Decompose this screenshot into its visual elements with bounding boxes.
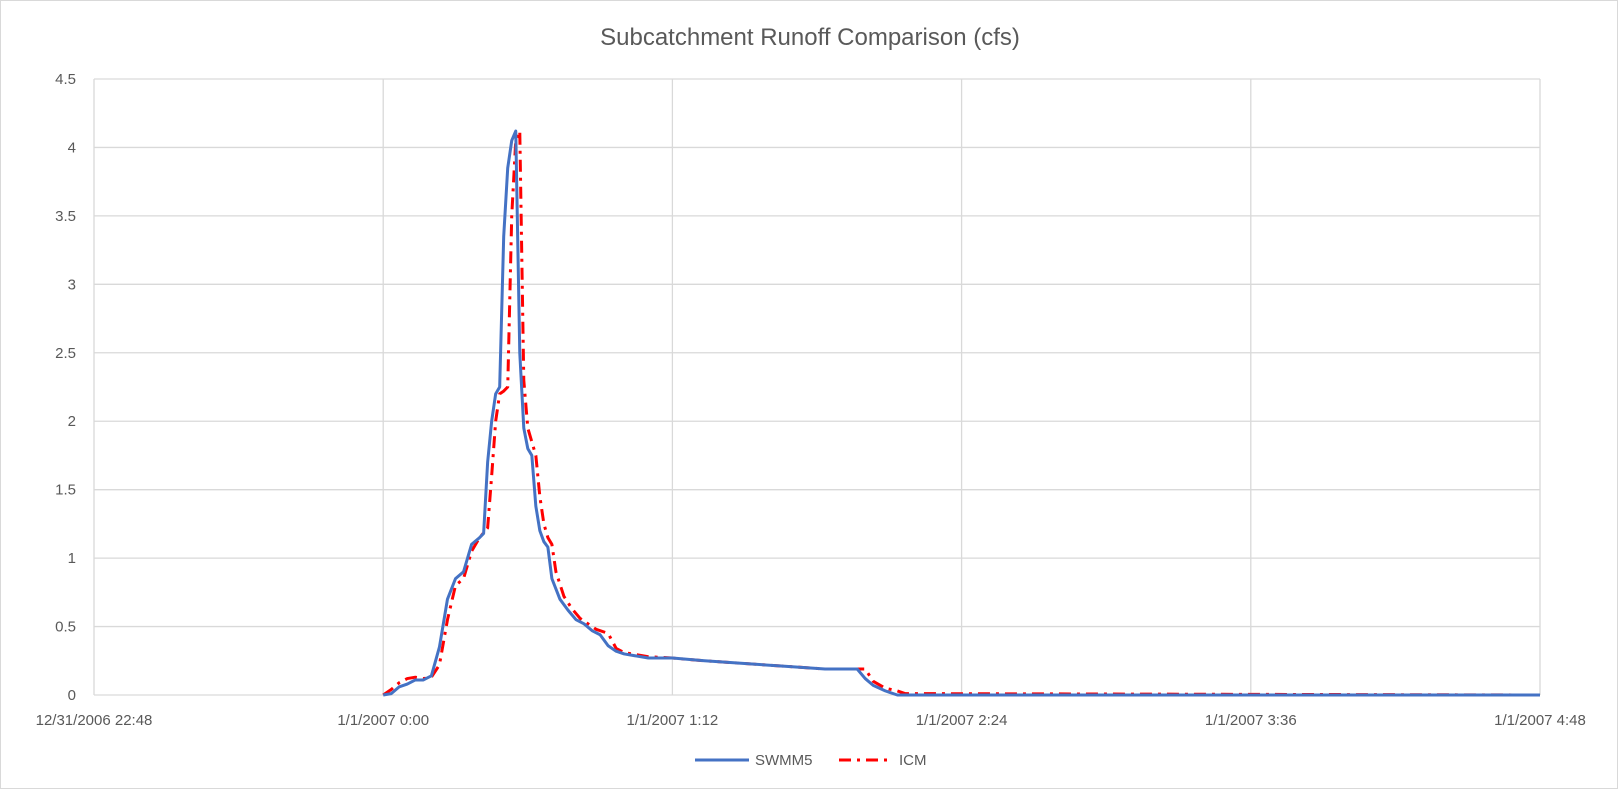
x-tick-label: 1/1/2007 1:12 (627, 712, 719, 729)
legend-label-icm: ICM (899, 752, 927, 769)
series-lines (382, 129, 1541, 697)
y-axis-ticks: 0 0.5 1 1.5 2 2.5 3 3.5 4 4.5 (55, 71, 76, 704)
x-tick-label: 12/31/2006 22:48 (36, 712, 153, 729)
x-axis-ticks: 12/31/2006 22:48 1/1/2007 0:00 1/1/2007 1:… (36, 712, 1586, 729)
y-tick-label: 0 (68, 687, 76, 704)
x-tick-label: 1/1/2007 3:36 (1205, 712, 1297, 729)
y-tick-label: 1.5 (55, 482, 76, 499)
x-tick-label: 1/1/2007 2:24 (916, 712, 1008, 729)
y-tick-label: 0.5 (55, 619, 76, 636)
x-tick-label: 1/1/2007 0:00 (337, 712, 429, 729)
legend: SWMM5 ICM (695, 752, 927, 769)
y-tick-label: 1 (68, 550, 76, 567)
y-tick-label: 4 (68, 139, 76, 156)
y-tick-label: 2 (68, 413, 76, 430)
chart-title: Subcatchment Runoff Comparison (cfs) (600, 24, 1020, 51)
y-tick-label: 4.5 (55, 71, 76, 88)
y-tick-label: 3 (68, 276, 76, 293)
gridlines (93, 78, 1541, 696)
series-line-swmm5 (382, 129, 1540, 697)
y-tick-label: 3.5 (55, 208, 76, 225)
legend-label-swmm5: SWMM5 (755, 752, 813, 769)
x-tick-label: 1/1/2007 4:48 (1494, 712, 1586, 729)
y-tick-label: 2.5 (55, 345, 76, 362)
